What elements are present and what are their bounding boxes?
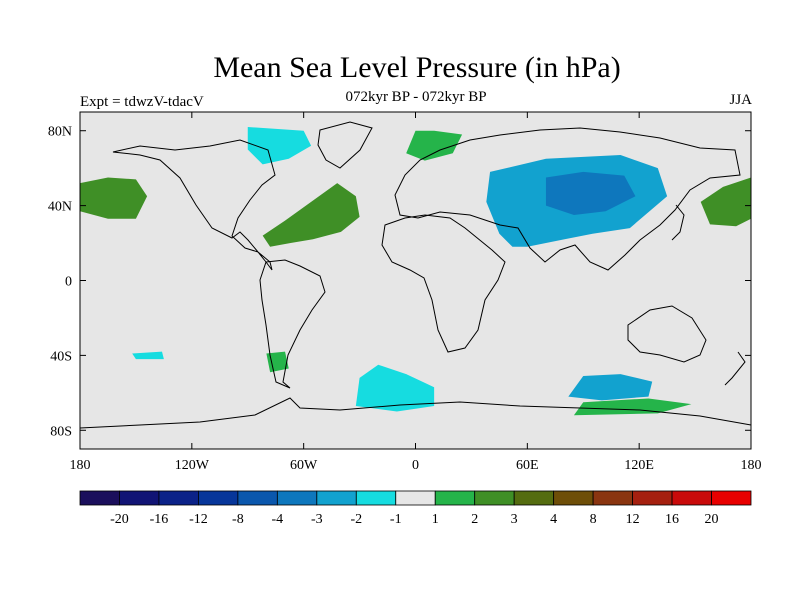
colorbar-swatch — [395, 490, 436, 506]
colorbar-swatch — [119, 490, 160, 506]
x-tick-label: 60E — [516, 458, 539, 473]
y-tick-label: 0 — [65, 275, 72, 290]
colorbar-label: 2 — [471, 512, 478, 527]
colorbar-swatch — [276, 490, 318, 506]
colorbar-swatch — [592, 490, 633, 506]
x-tick-label: 180 — [70, 458, 91, 473]
colorbar-swatch — [158, 490, 199, 506]
x-tick-label: 180 — [741, 458, 762, 473]
anomaly-region-3 — [406, 130, 463, 161]
colorbar-swatch — [553, 490, 594, 506]
anomaly-region-2 — [262, 183, 360, 247]
coastline-africa — [381, 214, 506, 353]
colorbar-swatch — [355, 490, 397, 506]
anomaly-region-6 — [247, 126, 312, 165]
coastline-north-america — [112, 139, 276, 271]
colorbar-label: 4 — [550, 512, 557, 527]
coastline-new-zealand — [724, 351, 746, 386]
x-tick-label: 0 — [412, 458, 419, 473]
colorbar-label: -4 — [272, 512, 284, 527]
coastline-antarctica — [79, 397, 752, 429]
colorbar: -20 -16 -12 -8 -4 -3 -2 -1 1 2 3 4 8 12 16 20 — [79, 490, 752, 527]
anomaly-region-9 — [573, 398, 692, 416]
x-tick-label: 60W — [290, 458, 318, 473]
coastlines — [79, 121, 752, 429]
colorbar-swatch — [79, 490, 120, 506]
colorbar-label: -20 — [110, 512, 129, 527]
coastline-greenland — [317, 121, 373, 169]
coastline-australia — [627, 305, 707, 363]
colorbar-label: 20 — [705, 512, 719, 527]
colorbar-swatch — [513, 490, 555, 506]
y-tick-label: 80S — [50, 424, 72, 439]
anomaly-region-8 — [568, 374, 653, 401]
colorbar-label: -16 — [150, 512, 169, 527]
colorbar-swatch — [237, 490, 278, 506]
coastline-eurasia — [394, 127, 741, 271]
axis-ticks: 180 120W 60W 0 60E 120E 180 80N 40N 0 40S 80S — [48, 112, 762, 473]
colorbar-label: 3 — [511, 512, 518, 527]
colorbar-label: -2 — [350, 512, 362, 527]
anomaly-region-0 — [80, 177, 148, 219]
y-tick-label: 40S — [50, 349, 72, 364]
colorbar-swatch — [671, 490, 712, 506]
colorbar-label: -1 — [390, 512, 402, 527]
colorbar-swatch — [316, 490, 357, 506]
anomaly-region-1 — [700, 177, 751, 227]
colorbar-label: -8 — [232, 512, 244, 527]
y-tick-label: 80N — [48, 125, 72, 140]
x-tick-label: 120E — [624, 458, 654, 473]
colorbar-swatch — [434, 490, 476, 506]
colorbar-swatch — [711, 490, 752, 506]
chart-subtitle: 072kyr BP - 072kyr BP — [345, 89, 487, 105]
season-label: JJA — [729, 92, 752, 108]
y-tick-label: 40N — [48, 200, 72, 215]
coastline-south-america — [259, 259, 326, 389]
experiment-label: Expt = tdwzV-tdacV — [80, 94, 204, 110]
colorbar-label: -12 — [189, 512, 208, 527]
colorbar-label: 12 — [626, 512, 640, 527]
anomaly-region-11 — [132, 351, 164, 360]
anomaly-region-10 — [266, 351, 289, 373]
colorbar-label: -3 — [311, 512, 323, 527]
colorbar-label: 8 — [590, 512, 597, 527]
colorbar-swatch — [632, 490, 673, 506]
anomaly-region-7 — [355, 364, 435, 412]
anomaly-regions — [80, 126, 751, 416]
colorbar-label: 1 — [432, 512, 439, 527]
coastline-japan — [671, 204, 685, 241]
colorbar-swatch — [198, 490, 239, 506]
chart-title: Mean Sea Level Pressure (in hPa) — [213, 51, 621, 84]
colorbar-swatch — [474, 490, 515, 506]
x-tick-label: 120W — [175, 458, 210, 473]
colorbar-label: 16 — [665, 512, 679, 527]
anomaly-region-5 — [545, 171, 636, 215]
